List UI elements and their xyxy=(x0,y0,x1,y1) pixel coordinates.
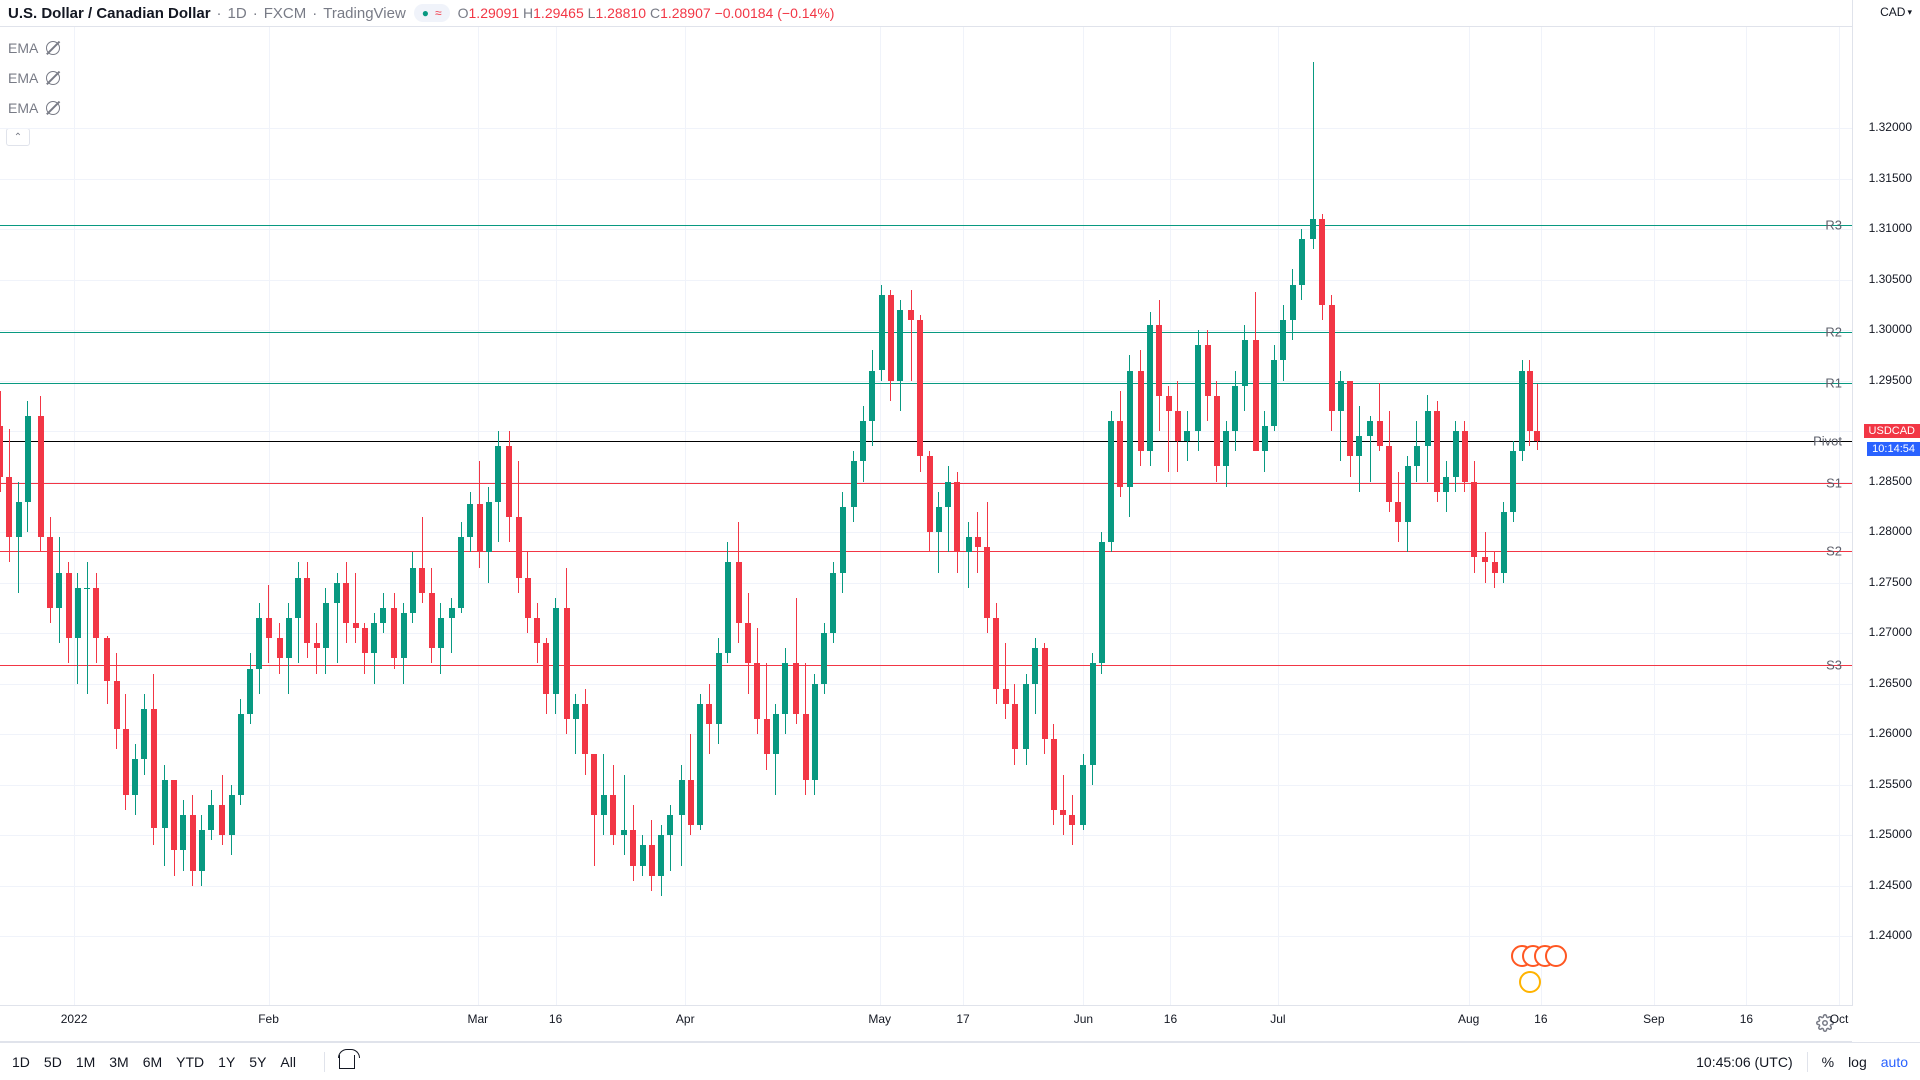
log-toggle[interactable]: log xyxy=(1848,1054,1867,1070)
price-tick: 1.29500 xyxy=(1869,373,1912,387)
price-tick: 1.30500 xyxy=(1869,272,1912,286)
price-chart[interactable]: R3 R2 R1 Pivot S1 S2 S3 xyxy=(0,26,1852,1006)
price-tick: 1.24500 xyxy=(1869,878,1912,892)
pivot-label: R2 xyxy=(1825,325,1842,340)
symbol-title[interactable]: U.S. Dollar / Canadian Dollar xyxy=(8,5,211,22)
countdown-tag: 10:14:54 xyxy=(1867,442,1920,456)
timeframe-3M[interactable]: 3M xyxy=(109,1054,128,1070)
timeframe-All[interactable]: All xyxy=(280,1054,296,1070)
price-tick: 1.27000 xyxy=(1869,625,1912,639)
time-tick: Apr xyxy=(676,1012,695,1026)
clock[interactable]: 10:45:06 (UTC) xyxy=(1696,1054,1792,1070)
timeframe-1Y[interactable]: 1Y xyxy=(218,1054,235,1070)
event-ca-icon[interactable] xyxy=(1519,971,1541,993)
brand-label: TradingView xyxy=(323,5,406,22)
broker-label: FXCM xyxy=(264,5,307,22)
pivot-label: R1 xyxy=(1825,375,1842,390)
time-tick: Aug xyxy=(1458,1012,1479,1026)
goto-date-icon[interactable] xyxy=(339,1055,355,1069)
footer-toolbar: 1D 5D 1M 3M 6M YTD 1Y 5Y All 10:45:06 (UTC) % lo… xyxy=(0,1042,1920,1080)
timeframe-5D[interactable]: 5D xyxy=(44,1054,62,1070)
currency-selector[interactable]: CAD▾ xyxy=(1880,5,1912,19)
pivot-label: S2 xyxy=(1826,544,1842,559)
time-tick: 16 xyxy=(1164,1012,1177,1026)
price-tick: 1.32000 xyxy=(1869,120,1912,134)
price-tick: 1.26000 xyxy=(1869,726,1912,740)
price-tick: 1.24000 xyxy=(1869,928,1912,942)
time-tick: Jul xyxy=(1270,1012,1285,1026)
event-us-icon[interactable] xyxy=(1545,945,1567,967)
time-tick: 16 xyxy=(1740,1012,1753,1026)
chart-header: U.S. Dollar / Canadian Dollar · 1D · FXC… xyxy=(8,0,1920,26)
price-tick: 1.25000 xyxy=(1869,827,1912,841)
time-tick: Sep xyxy=(1643,1012,1664,1026)
time-tick: May xyxy=(868,1012,891,1026)
price-tick: 1.30000 xyxy=(1869,322,1912,336)
ohlc-readout: O1.29091 H1.29465 L1.28810 C1.28907 −0.0… xyxy=(458,5,835,21)
timeframe-6M[interactable]: 6M xyxy=(143,1054,162,1070)
time-tick: Jun xyxy=(1074,1012,1093,1026)
price-tick: 1.31500 xyxy=(1869,171,1912,185)
time-axis[interactable]: 2022 Feb Mar 16 Apr May 17 Jun 16 Jul Aug 16 Sep 16 Oc… xyxy=(0,1006,1852,1042)
time-tick: 2022 xyxy=(61,1012,88,1026)
price-tick: 1.28500 xyxy=(1869,474,1912,488)
time-tick: 17 xyxy=(956,1012,969,1026)
chevron-down-icon: ▾ xyxy=(1907,7,1912,18)
timeframe-1D[interactable]: 1D xyxy=(12,1054,30,1070)
timeframe-label[interactable]: 1D xyxy=(228,5,247,22)
percent-toggle[interactable]: % xyxy=(1822,1054,1834,1070)
timeframe-1M[interactable]: 1M xyxy=(76,1054,95,1070)
timeframe-YTD[interactable]: YTD xyxy=(176,1054,204,1070)
time-tick: Mar xyxy=(467,1012,488,1026)
market-status-icon: ● xyxy=(422,6,429,20)
pivot-label: R3 xyxy=(1825,218,1842,233)
time-tick: Oct xyxy=(1830,1012,1849,1026)
pivot-label: S3 xyxy=(1826,657,1842,672)
replay-icon: ≈ xyxy=(435,6,442,20)
price-tick: 1.27500 xyxy=(1869,575,1912,589)
pivot-label: Pivot xyxy=(1813,434,1842,449)
price-tick: 1.25500 xyxy=(1869,777,1912,791)
symbol-price-tag: USDCAD xyxy=(1864,424,1920,438)
auto-scale-toggle[interactable]: auto xyxy=(1881,1054,1908,1070)
pivot-label: S1 xyxy=(1826,475,1842,490)
price-axis[interactable]: CAD▾ 1.24000 1.24500 1.25000 1.25500 1.26000… xyxy=(1852,0,1920,1006)
time-tick: 16 xyxy=(1534,1012,1547,1026)
price-tick: 1.26500 xyxy=(1869,676,1912,690)
price-tick: 1.31000 xyxy=(1869,221,1912,235)
price-tick: 1.28000 xyxy=(1869,524,1912,538)
time-tick: Feb xyxy=(258,1012,279,1026)
timeframe-5Y[interactable]: 5Y xyxy=(249,1054,266,1070)
time-tick: 16 xyxy=(549,1012,562,1026)
status-pills: ● ≈ xyxy=(414,4,450,22)
